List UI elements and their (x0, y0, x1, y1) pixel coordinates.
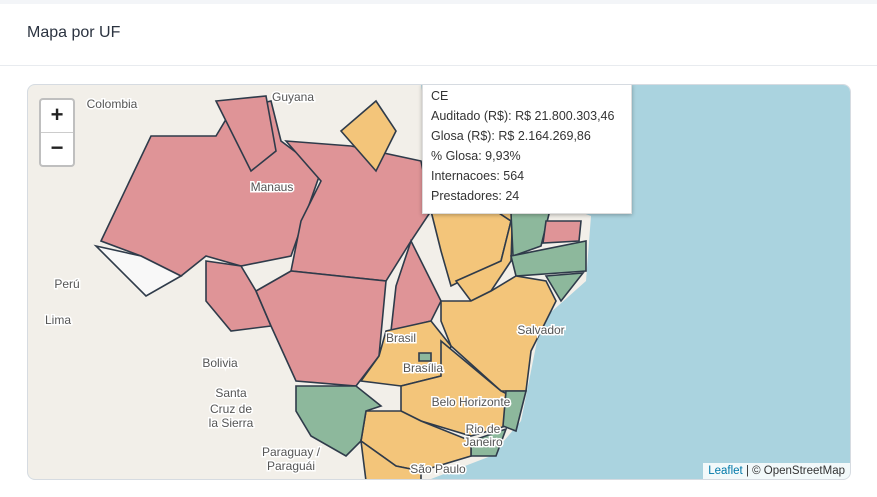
card: Mapa por UF (0, 4, 877, 497)
place-label: São Paulo (410, 462, 466, 476)
place-label: Perú (54, 277, 79, 291)
tooltip-line: Prestadores: 24 (431, 189, 520, 203)
place-label: Belo Horizonte (432, 395, 511, 409)
state-rr (214, 95, 277, 173)
place-label: la Sierra (209, 416, 254, 430)
place-label: Salvador (517, 323, 564, 337)
tooltip-line: Glosa (R$): R$ 2.164.269,86 (431, 129, 591, 143)
state-ap (339, 99, 397, 173)
place-label: Guyana (272, 90, 314, 104)
state-rn (542, 220, 582, 244)
zoom-in[interactable]: + (50, 102, 64, 127)
state-al (544, 272, 585, 303)
tooltip-line: % Glosa: 9,93% (431, 149, 521, 163)
place-label: Paraguay / (262, 445, 321, 459)
state-ac (93, 244, 183, 297)
map[interactable]: Colombia Guyana Manaus Perú Lima Bolivia Santa… (27, 84, 851, 480)
place-labels: Colombia Guyana Manaus Perú Lima Bolivia Santa… (43, 89, 566, 478)
attribution-text: | © OpenStreetMap (745, 465, 845, 477)
place-label: Janeiro (463, 435, 503, 449)
place-label: Cruz de (210, 402, 252, 416)
place-label: Lima (45, 313, 71, 327)
tooltip-line: Auditado (R$): R$ 21.800.303,46 (431, 109, 615, 123)
zoom-out[interactable]: − (41, 132, 73, 165)
zoom-control: + − (39, 98, 75, 167)
place-label: Manaus (251, 180, 294, 194)
place-label: Paraguái (267, 459, 315, 473)
state-es (502, 390, 528, 433)
tooltip: CE Auditado (R$): R$ 21.800.303,46 Glosa (… (422, 85, 632, 214)
state-pe (510, 240, 587, 277)
leaflet-link[interactable]: Leaflet (708, 465, 743, 477)
place-label: Brasília (403, 361, 443, 375)
place-label: Bolivia (202, 356, 238, 370)
place-label: Santa (215, 386, 247, 400)
attribution: Leaflet | © OpenStreetMap (703, 463, 850, 479)
place-label: Rio de (466, 422, 501, 436)
tooltip-line: CE (431, 89, 449, 103)
state-pa (284, 140, 432, 282)
card-title: Mapa por UF (27, 24, 121, 41)
state-df (418, 352, 432, 362)
states (93, 95, 587, 479)
state-pr (359, 439, 422, 479)
tooltip-line: Internacoes: 564 (431, 169, 525, 183)
place-label: Brasil (386, 331, 416, 345)
place-label: Colombia (87, 97, 138, 111)
state-ba (440, 275, 557, 392)
card-header: Mapa por UF (0, 4, 877, 66)
